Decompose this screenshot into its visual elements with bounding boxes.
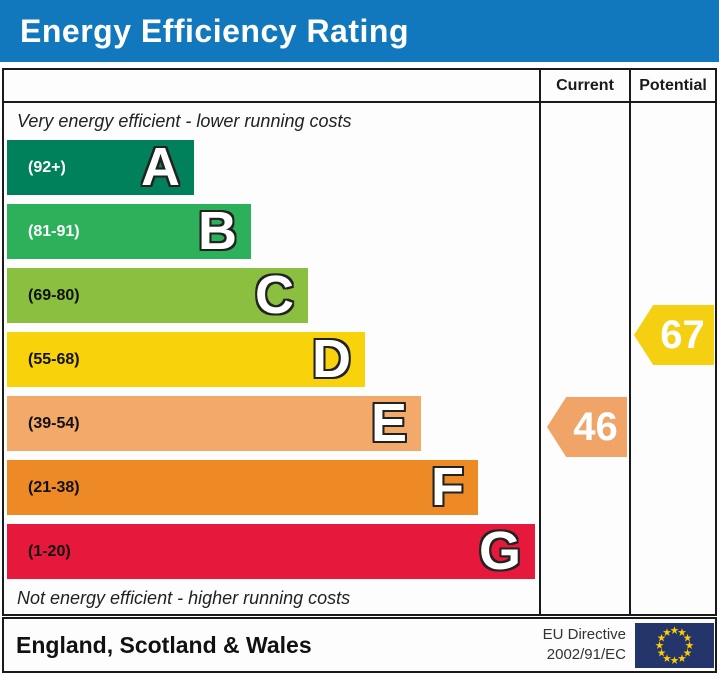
current-column: 46 <box>539 103 629 614</box>
top-caption: Very energy efficient - lower running co… <box>17 111 352 131</box>
band-bar-e: (39-54) E <box>7 396 421 451</box>
band-bar-a: (92+) A <box>7 140 194 195</box>
title-bar: Energy Efficiency Rating <box>0 0 719 62</box>
band-letter: E <box>370 393 407 453</box>
eu-flag-stars <box>655 625 694 664</box>
band-letter: B <box>198 201 237 261</box>
potential-column-header: Potential <box>629 70 715 101</box>
band-range: (1-20) <box>28 542 71 560</box>
eu-directive-line2: 2002/91/EC <box>546 646 626 663</box>
current-value: 46 <box>573 404 618 449</box>
band-row-d: (55-68) D <box>4 332 539 387</box>
potential-column: 67 <box>629 103 715 614</box>
footer-bar: England, Scotland & Wales EU Directive 2… <box>2 617 717 673</box>
band-row-g: (1-20) G <box>4 524 539 579</box>
band-row-b: (81-91) B <box>4 204 539 259</box>
band-range: (39-54) <box>28 414 80 432</box>
current-arrow: 46 <box>547 397 627 457</box>
band-letter: G <box>478 521 521 581</box>
potential-value: 67 <box>660 312 705 357</box>
band-range: (92+) <box>28 158 66 176</box>
band-bar-f: (21-38) F <box>7 460 478 515</box>
band-row-e: (39-54) E <box>4 396 539 451</box>
band-bar-g: (1-20) G <box>7 524 535 579</box>
band-letter: A <box>141 137 180 197</box>
band-bar-b: (81-91) B <box>7 204 251 259</box>
energy-rating-chart: Current Potential Very energy efficient … <box>2 68 717 616</box>
band-row-a: (92+) A <box>4 140 539 195</box>
chart-body: Very energy efficient - lower running co… <box>4 103 715 614</box>
band-bar-c: (69-80) C <box>7 268 308 323</box>
bands-area: Very energy efficient - lower running co… <box>4 103 539 614</box>
chart-header-row: Current Potential <box>4 70 715 103</box>
eu-flag-icon <box>635 622 714 668</box>
band-range: (81-91) <box>28 222 80 240</box>
eu-directive-label: EU Directive 2002/91/EC <box>543 625 626 666</box>
header-spacer <box>4 70 539 101</box>
band-letter: C <box>255 265 294 325</box>
region-label: England, Scotland & Wales <box>16 631 312 658</box>
band-range: (55-68) <box>28 350 80 368</box>
bottom-caption: Not energy efficient - higher running co… <box>17 588 351 608</box>
potential-arrow: 67 <box>634 305 714 365</box>
band-letter: F <box>431 457 464 517</box>
band-bar-d: (55-68) D <box>7 332 365 387</box>
band-range: (69-80) <box>28 286 80 304</box>
eu-directive-line1: EU Directive <box>542 625 626 643</box>
band-letter: D <box>312 329 351 389</box>
band-row-c: (69-80) C <box>4 268 539 323</box>
band-range: (21-38) <box>28 478 80 496</box>
page-title: Energy Efficiency Rating <box>20 12 409 49</box>
band-row-f: (21-38) F <box>4 460 539 515</box>
current-column-header: Current <box>539 70 629 101</box>
